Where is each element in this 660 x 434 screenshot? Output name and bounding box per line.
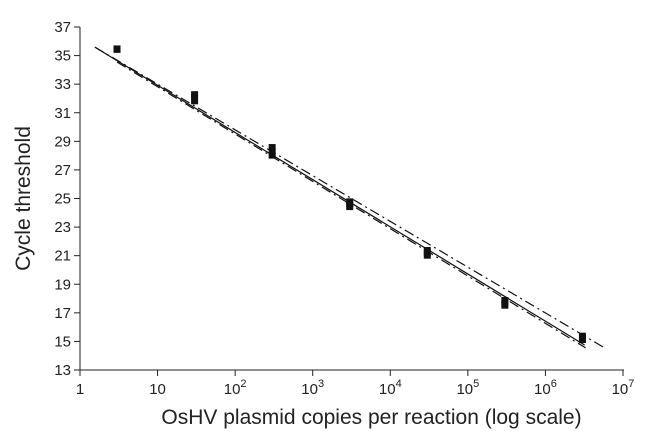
x-tick-base: 10: [379, 381, 396, 398]
x-tick-base: 10: [149, 381, 166, 398]
x-tick-label: 104: [379, 378, 402, 398]
x-tick-exponent: 5: [473, 378, 479, 390]
data-point: [578, 336, 586, 343]
data-point: [268, 148, 276, 155]
y-tick-label: 35: [54, 48, 71, 65]
y-tick-label: 17: [54, 305, 71, 322]
y-tick-label: 23: [54, 219, 71, 236]
x-tick-exponent: 3: [318, 378, 324, 390]
data-point: [423, 246, 431, 253]
x-tick-label: 10: [149, 381, 166, 398]
y-tick-label: 37: [54, 19, 71, 36]
data-point: [113, 45, 121, 52]
x-tick-exponent: 7: [628, 378, 634, 390]
x-tick-base: 10: [456, 381, 473, 398]
y-axis-title: Cycle threshold: [12, 126, 35, 271]
x-tick-label: 102: [224, 378, 247, 398]
x-tick-label: 105: [456, 378, 479, 398]
y-tick-label: 21: [54, 248, 71, 265]
data-point: [346, 198, 354, 205]
x-tick-base: 10: [301, 381, 318, 398]
data-point: [191, 91, 199, 98]
x-tick-label: 107: [612, 378, 635, 398]
y-tick-label: 19: [54, 276, 71, 293]
x-tick-exponent: 2: [240, 378, 246, 390]
x-axis-title: OsHV plasmid copies per reaction (log sc…: [161, 406, 581, 429]
y-axis: 13 15 17 19 21 23 25 27 29 31 33 35 37: [54, 19, 81, 379]
x-tick-exponent: 4: [396, 378, 402, 390]
x-tick-label: 106: [534, 378, 557, 398]
data-point: [501, 296, 509, 303]
x-tick-exponent: 6: [551, 378, 557, 390]
y-tick-label: 33: [54, 76, 71, 93]
confidence-bound-line: [94, 46, 607, 350]
regression-line: [95, 47, 585, 346]
y-tick-label: 15: [54, 333, 71, 350]
fit-lines: [94, 46, 607, 350]
y-tick-label: 25: [54, 191, 71, 208]
x-tick-base: 10: [534, 381, 551, 398]
data-points: [113, 45, 586, 343]
x-tick-base: 10: [612, 381, 629, 398]
data-point: [191, 98, 199, 105]
data-point: [268, 152, 276, 159]
x-tick-base: 1: [76, 381, 84, 398]
x-tick-label: 1: [76, 381, 84, 398]
y-tick-label: 27: [54, 162, 71, 179]
x-tick-label: 103: [301, 378, 324, 398]
data-point: [268, 144, 276, 151]
x-tick-base: 10: [224, 381, 241, 398]
y-tick-label: 31: [54, 105, 71, 122]
data-point: [578, 332, 586, 339]
y-tick-label: 13: [54, 362, 71, 379]
x-ticks: 1 10 102 103 104 105 106 107: [76, 370, 635, 398]
y-tick-label: 29: [54, 133, 71, 150]
x-axis: 1 10 102 103 104 105 106 107: [76, 369, 635, 398]
y-ticks: 13 15 17 19 21 23 25 27 29 31 33 35 37: [54, 19, 80, 379]
